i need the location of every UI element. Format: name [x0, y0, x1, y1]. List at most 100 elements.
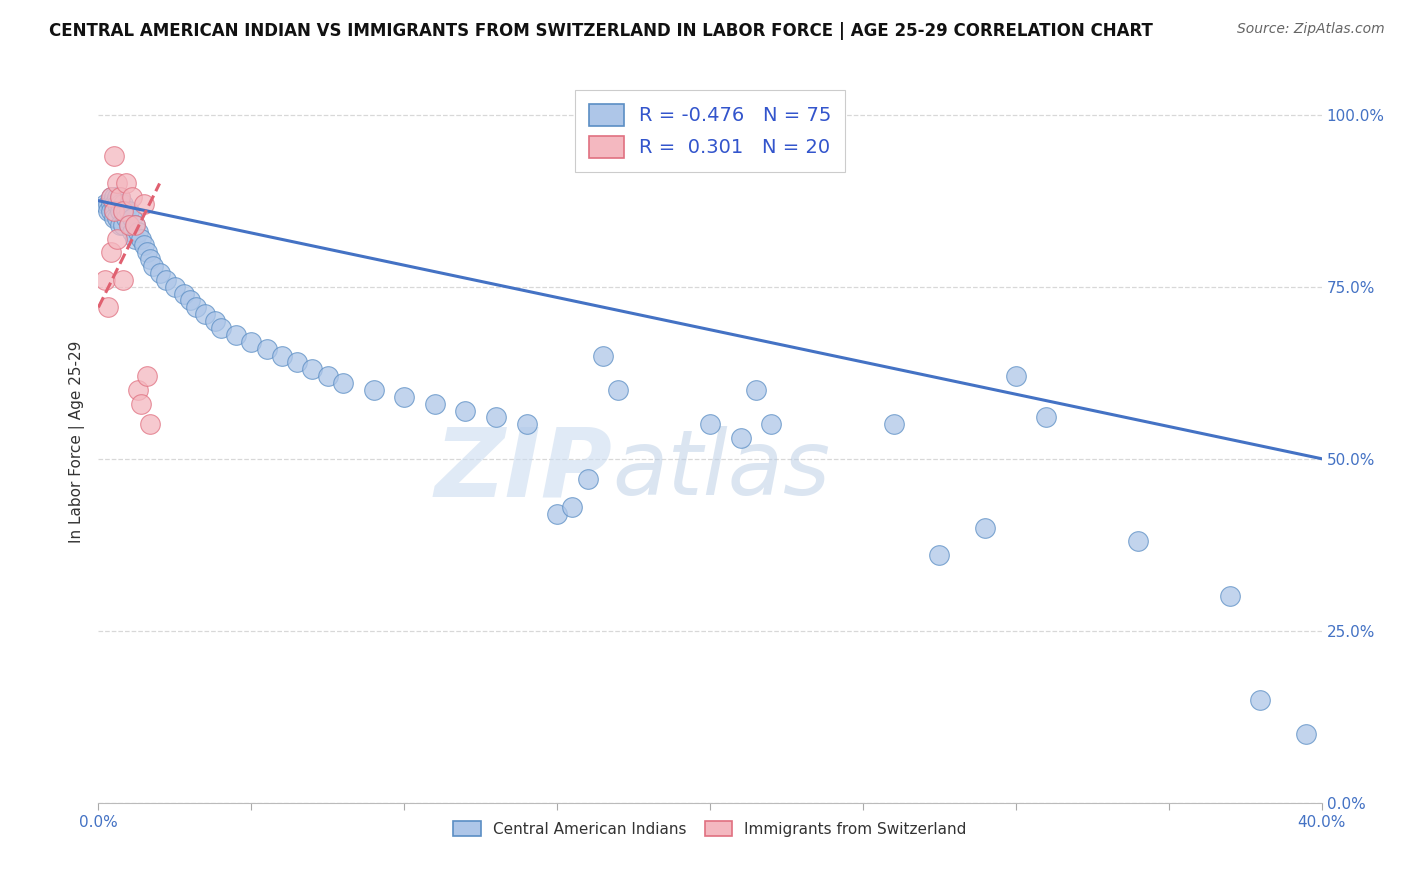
- Point: [225, 327, 247, 342]
- Point: [103, 197, 125, 211]
- Point: [105, 197, 128, 211]
- Point: [240, 334, 263, 349]
- Point: [163, 279, 186, 293]
- Point: [1128, 534, 1150, 549]
- Point: [108, 204, 131, 219]
- Point: [97, 301, 120, 315]
- Point: [127, 383, 149, 397]
- Point: [136, 245, 159, 260]
- Point: [127, 225, 149, 239]
- Legend: Central American Indians, Immigrants from Switzerland: Central American Indians, Immigrants fro…: [444, 812, 976, 846]
- Point: [1219, 590, 1241, 604]
- Point: [485, 410, 508, 425]
- Point: [124, 218, 146, 232]
- Point: [100, 204, 122, 219]
- Point: [204, 314, 226, 328]
- Point: [149, 266, 172, 280]
- Point: [1295, 727, 1317, 741]
- Point: [105, 231, 128, 245]
- Point: [285, 355, 308, 369]
- Point: [516, 417, 538, 432]
- Point: [561, 500, 583, 514]
- Point: [256, 342, 278, 356]
- Point: [209, 321, 232, 335]
- Point: [1004, 369, 1026, 384]
- Point: [454, 403, 477, 417]
- Point: [105, 177, 128, 191]
- Y-axis label: In Labor Force | Age 25-29: In Labor Force | Age 25-29: [69, 341, 84, 542]
- Point: [93, 197, 115, 211]
- Point: [105, 211, 128, 225]
- Point: [129, 231, 152, 245]
- Point: [121, 225, 143, 239]
- Point: [115, 177, 138, 191]
- Point: [423, 397, 446, 411]
- Text: ZIP: ZIP: [434, 424, 612, 517]
- Point: [115, 211, 138, 225]
- Point: [883, 417, 905, 432]
- Point: [111, 197, 134, 211]
- Point: [699, 417, 721, 432]
- Point: [332, 376, 354, 390]
- Point: [100, 190, 122, 204]
- Point: [142, 259, 165, 273]
- Point: [103, 204, 125, 219]
- Point: [97, 197, 120, 211]
- Point: [111, 204, 134, 219]
- Point: [93, 273, 115, 287]
- Point: [108, 190, 131, 204]
- Point: [974, 520, 997, 534]
- Point: [745, 383, 768, 397]
- Point: [97, 204, 120, 219]
- Point: [1035, 410, 1057, 425]
- Point: [118, 218, 141, 232]
- Point: [546, 507, 568, 521]
- Point: [118, 204, 141, 219]
- Point: [134, 238, 156, 252]
- Point: [111, 204, 134, 219]
- Text: CENTRAL AMERICAN INDIAN VS IMMIGRANTS FROM SWITZERLAND IN LABOR FORCE | AGE 25-2: CENTRAL AMERICAN INDIAN VS IMMIGRANTS FR…: [49, 22, 1153, 40]
- Point: [194, 307, 217, 321]
- Point: [173, 286, 195, 301]
- Point: [103, 190, 125, 204]
- Point: [108, 197, 131, 211]
- Point: [363, 383, 385, 397]
- Point: [115, 204, 138, 219]
- Point: [155, 273, 177, 287]
- Point: [576, 472, 599, 486]
- Point: [100, 245, 122, 260]
- Point: [103, 149, 125, 163]
- Point: [100, 197, 122, 211]
- Point: [124, 218, 146, 232]
- Point: [111, 273, 134, 287]
- Point: [730, 431, 752, 445]
- Point: [118, 218, 141, 232]
- Point: [179, 293, 201, 308]
- Point: [1249, 692, 1271, 706]
- Point: [392, 390, 416, 404]
- Point: [316, 369, 339, 384]
- Point: [124, 231, 146, 245]
- Point: [139, 417, 162, 432]
- Point: [108, 218, 131, 232]
- Point: [103, 211, 125, 225]
- Text: Source: ZipAtlas.com: Source: ZipAtlas.com: [1237, 22, 1385, 37]
- Point: [136, 369, 159, 384]
- Point: [103, 204, 125, 219]
- Point: [270, 349, 292, 363]
- Point: [108, 190, 131, 204]
- Point: [134, 197, 156, 211]
- Point: [592, 349, 614, 363]
- Point: [105, 190, 128, 204]
- Point: [301, 362, 323, 376]
- Point: [111, 218, 134, 232]
- Point: [607, 383, 630, 397]
- Point: [186, 301, 208, 315]
- Point: [121, 190, 143, 204]
- Point: [100, 190, 122, 204]
- Point: [928, 548, 950, 562]
- Point: [759, 417, 782, 432]
- Text: atlas: atlas: [612, 426, 830, 515]
- Point: [121, 211, 143, 225]
- Point: [139, 252, 162, 267]
